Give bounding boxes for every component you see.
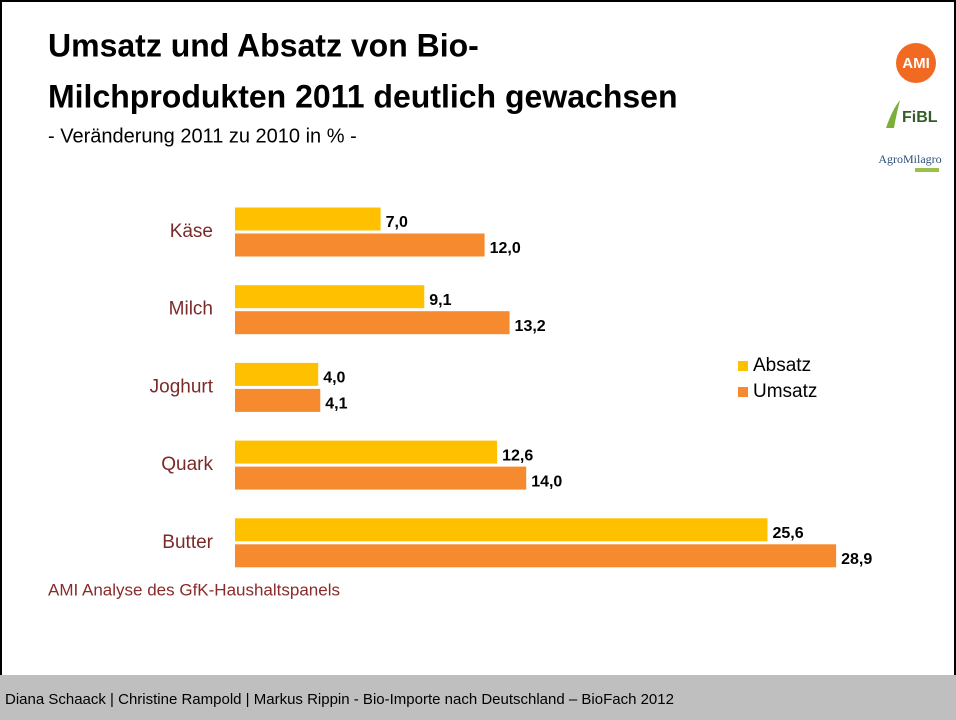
value-label: 12,0 (490, 240, 521, 257)
legend-swatch (738, 387, 748, 397)
legend-swatch (738, 361, 748, 371)
bar (235, 207, 381, 231)
bar (235, 285, 425, 309)
logo-agromilagro-bar (915, 168, 939, 172)
bar (235, 544, 837, 568)
chart-title: Milchprodukten 2011 deutlich gewachsen (48, 78, 678, 114)
legend-label: Umsatz (753, 381, 817, 402)
value-label: 13,2 (515, 318, 546, 335)
bar (235, 311, 510, 335)
category-label: Joghurt (150, 376, 214, 397)
source-note: AMI Analyse des GfK-Haushaltspanels (48, 580, 340, 599)
value-label: 4,1 (325, 396, 347, 413)
footer: Diana Schaack | Christine Rampold | Mark… (5, 691, 674, 708)
value-label: 4,0 (323, 370, 345, 387)
bar (235, 518, 768, 542)
category-label: Milch (169, 299, 213, 320)
value-label: 25,6 (772, 525, 803, 542)
bar (235, 233, 485, 257)
bar (235, 362, 319, 386)
bar (235, 440, 498, 464)
chart-subtitle: - Veränderung 2011 zu 2010 in % - (48, 125, 357, 147)
chart-title: Umsatz und Absatz von Bio- (48, 27, 479, 63)
logo-agromilagro: AgroMilagro (878, 152, 941, 166)
logo-fibl: FiBL (902, 109, 938, 126)
value-label: 12,6 (502, 447, 533, 464)
value-label: 7,0 (386, 214, 408, 231)
bar (235, 388, 321, 412)
logo-ami: AMI (902, 55, 930, 72)
footer-band (0, 675, 956, 720)
category-label: Quark (161, 454, 213, 475)
value-label: 14,0 (531, 473, 562, 490)
logo-fibl-leaf (886, 100, 900, 128)
value-label: 9,1 (429, 292, 451, 309)
legend-label: Absatz (753, 355, 811, 376)
bar (235, 466, 527, 490)
category-label: Käse (170, 221, 213, 242)
logo-ami-badge (896, 43, 936, 83)
category-label: Butter (162, 532, 213, 553)
value-label: 28,9 (841, 551, 872, 568)
